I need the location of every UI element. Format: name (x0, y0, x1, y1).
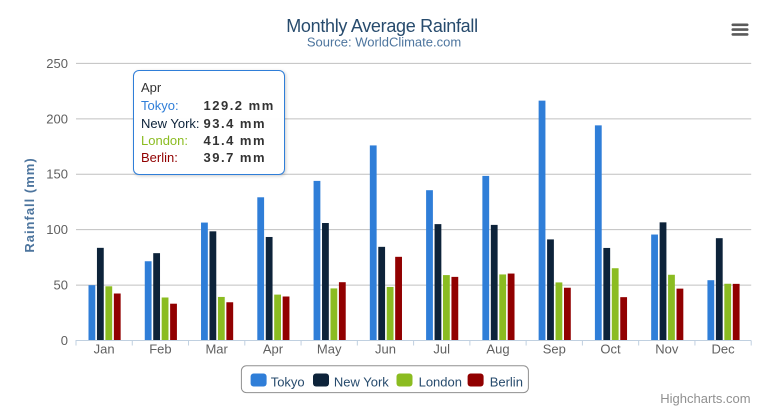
svg-text:Rainfall (mm): Rainfall (mm) (22, 157, 37, 252)
svg-text:May: May (317, 342, 342, 357)
svg-text:Highcharts.com: Highcharts.com (660, 391, 750, 406)
svg-text:New York: New York (334, 374, 389, 389)
svg-text:0: 0 (61, 333, 68, 348)
svg-text:150: 150 (46, 167, 68, 182)
svg-text:Jan: Jan (94, 342, 115, 357)
svg-text:50: 50 (54, 278, 68, 293)
svg-text:Mar: Mar (205, 342, 228, 357)
svg-text:Sep: Sep (543, 342, 566, 357)
svg-text:Aug: Aug (486, 342, 509, 357)
svg-text:Oct: Oct (600, 342, 621, 357)
svg-text:250: 250 (46, 56, 68, 71)
svg-text:Berlin: Berlin (490, 374, 523, 389)
svg-text:Jul: Jul (433, 342, 450, 357)
svg-text:200: 200 (46, 111, 68, 126)
svg-text:Feb: Feb (149, 342, 171, 357)
svg-text:Dec: Dec (712, 342, 736, 357)
svg-text:Apr: Apr (263, 342, 284, 357)
svg-text:London: London (419, 374, 462, 389)
svg-text:Jun: Jun (375, 342, 396, 357)
svg-text:Nov: Nov (655, 342, 679, 357)
svg-text:100: 100 (46, 222, 68, 237)
svg-text:Monthly Average Rainfall: Monthly Average Rainfall (286, 16, 478, 36)
svg-text:Source: WorldClimate.com: Source: WorldClimate.com (307, 35, 461, 50)
svg-text:Tokyo: Tokyo (271, 374, 305, 389)
